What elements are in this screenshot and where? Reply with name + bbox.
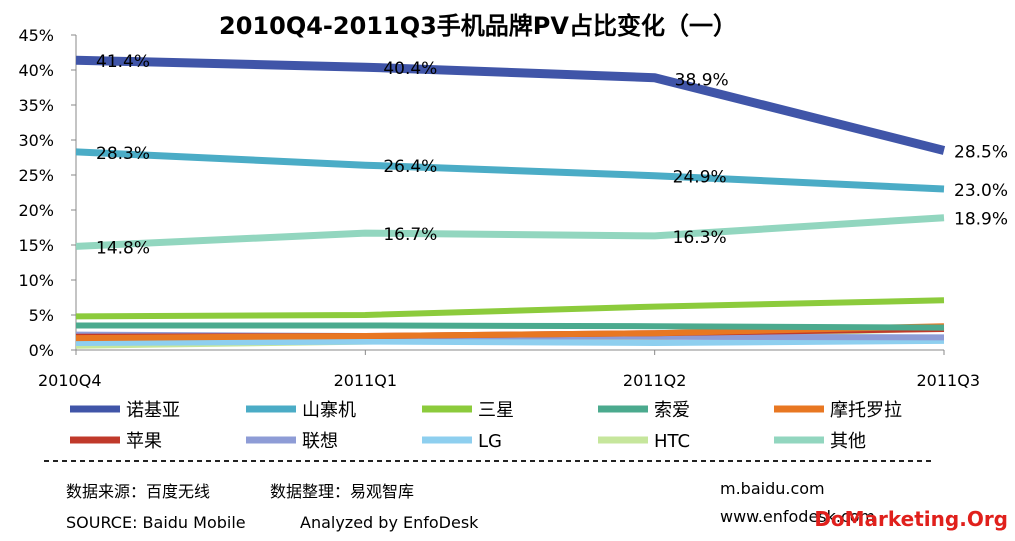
legend-label: 联想 <box>302 431 338 452</box>
axes: 0% 5% 10% 15% 20% 25% 30% 35% 40% 45% 2010Q4 2011Q1… <box>18 26 980 390</box>
data-label: 38.9% <box>675 71 729 91</box>
legend-label: LG <box>478 431 502 452</box>
footer-url-1: m.baidu.com <box>720 479 825 498</box>
data-label: 24.9% <box>673 168 727 188</box>
data-label: 26.4% <box>383 157 437 177</box>
x-tick-label: 2011Q2 <box>623 371 687 390</box>
data-label: 40.4% <box>383 59 437 79</box>
y-tick-label: 5% <box>29 306 54 325</box>
legend-label: 其他 <box>830 431 866 452</box>
data-label: 23.0% <box>954 181 1008 201</box>
chart-title: 2010Q4-2011Q3手机品牌PV占比变化（一） <box>219 12 737 40</box>
source-cn: 数据来源：百度无线 <box>66 482 210 501</box>
legend-label: 索爱 <box>654 400 690 421</box>
legend-label: 摩托罗拉 <box>830 400 902 421</box>
footer: 数据来源：百度无线 数据整理：易观智库 SOURCE: Baidu Mobile… <box>66 479 1008 532</box>
data-label: 28.5% <box>954 143 1008 163</box>
x-tick-label: 2011Q3 <box>917 371 981 390</box>
data-labels: 41.4% 40.4% 38.9% 28.5% 28.3% 26.4% 24.9% 23.0%… <box>96 52 1008 258</box>
analysis-cn: 数据整理：易观智库 <box>270 482 414 501</box>
x-tick-label: 2010Q4 <box>38 371 102 390</box>
y-tick-label: 40% <box>18 61 54 80</box>
legend-label: 苹果 <box>126 431 162 452</box>
footer-url-2: www.enfodesk.com <box>720 507 875 526</box>
y-tick-label: 20% <box>18 201 54 220</box>
data-label: 16.3% <box>673 228 727 248</box>
data-label: 18.9% <box>954 210 1008 230</box>
series-line-1 <box>75 55 946 155</box>
y-tick-label: 25% <box>18 166 54 185</box>
data-label: 16.7% <box>383 225 437 245</box>
analysis-en: Analyzed by EnfoDesk <box>300 513 479 532</box>
series-line-10 <box>75 214 945 250</box>
watermark: DoMarketing.Org <box>814 507 1008 531</box>
source-en: SOURCE: Baidu Mobile <box>66 513 246 532</box>
y-tick-label: 0% <box>29 341 54 360</box>
data-label: 14.8% <box>96 238 150 258</box>
legend-label: HTC <box>654 431 690 452</box>
y-tick-label: 45% <box>18 26 54 45</box>
series-line-3 <box>75 297 945 320</box>
data-label: 28.3% <box>96 144 150 164</box>
legend-label: 三星 <box>478 400 514 421</box>
legend-label: 山寨机 <box>302 400 356 421</box>
legend-label: 诺基亚 <box>126 400 180 421</box>
y-tick-label: 15% <box>18 236 54 255</box>
data-label: 41.4% <box>96 52 150 72</box>
x-tick-label: 2011Q1 <box>334 371 398 390</box>
y-tick-label: 30% <box>18 131 54 150</box>
series-line-2 <box>75 148 945 193</box>
series-line-8 <box>75 337 945 346</box>
series-lines <box>75 55 946 349</box>
y-tick-label: 10% <box>18 271 54 290</box>
y-tick-label: 35% <box>18 96 54 115</box>
series-line-4 <box>76 322 945 331</box>
